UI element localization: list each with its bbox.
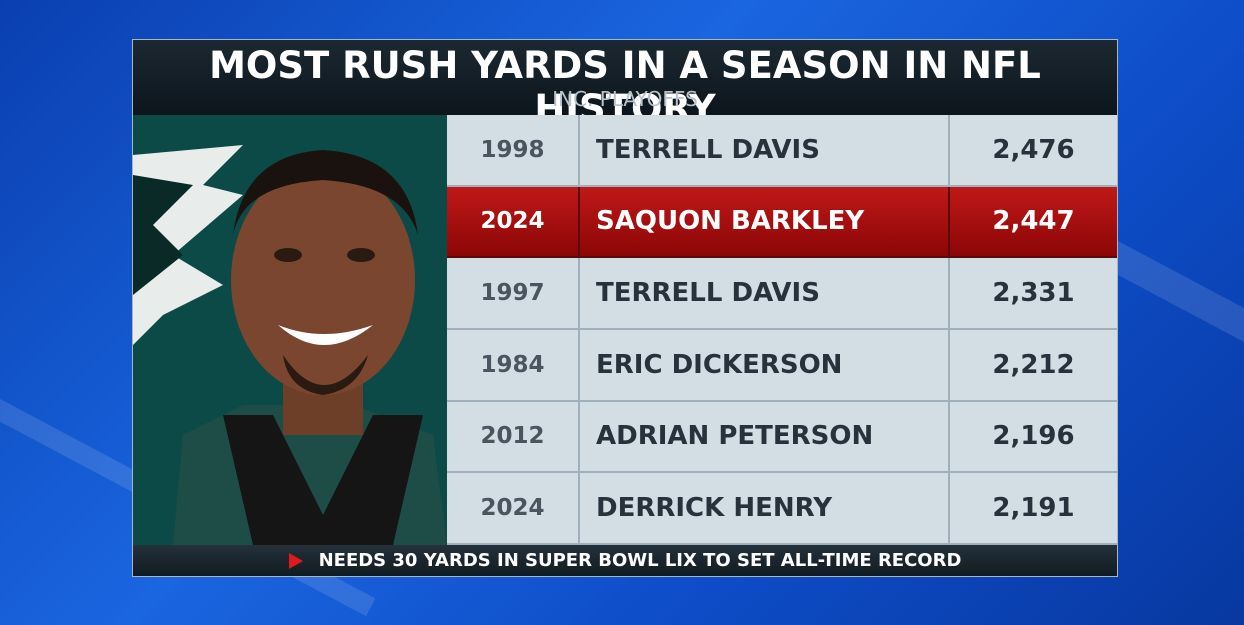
- yards-cell: 2,447: [950, 187, 1117, 259]
- title: MOST RUSH YARDS IN A SEASON IN NFL HISTO…: [209, 44, 1041, 130]
- player-cell: SAQUON BARKLEY: [580, 186, 950, 259]
- yards-cell: 2,196: [950, 402, 1117, 474]
- player-cell: TERRELL DAVIS: [580, 258, 950, 330]
- table-row: 1984 ERIC DICKERSON 2,212: [447, 330, 1117, 402]
- table-row: 1998 TERRELL DAVIS 2,476: [447, 115, 1117, 187]
- player-cell: ERIC DICKERSON: [580, 330, 950, 402]
- graphic-panel: MOST RUSH YARDS IN A SEASON IN NFL HISTO…: [132, 39, 1118, 577]
- red-triangle: [288, 552, 303, 569]
- yards-cell: 2,212: [950, 330, 1117, 402]
- year-cell: 1997: [447, 258, 580, 330]
- year-cell: 2024: [447, 473, 580, 545]
- table-row: 1997 TERRELL DAVIS 2,331: [447, 258, 1117, 330]
- footer-text: NEEDS 30 YARDS IN SUPER BOWL LIX TO SET …: [318, 550, 962, 571]
- subtitle: INC. PLAYOFFS: [552, 87, 698, 111]
- year-cell: 1984: [447, 330, 580, 402]
- table: 1998 TERRELL DAVIS 2,476 2024 SAQUON BARKLEY…: [447, 115, 1117, 545]
- header: MOST RUSH YARDS IN A SEASON IN NFL HISTO…: [133, 40, 1117, 130]
- year-cell: 2024: [447, 186, 580, 259]
- yards-cell: 2,331: [950, 258, 1117, 330]
- year-cell: 2012: [447, 401, 580, 474]
- footer: NEEDS 30 YARDS IN SUPER BOWL LIX TO SET …: [133, 545, 1117, 576]
- player-cell: TERRELL DAVIS: [580, 115, 950, 187]
- table-row: 2012 ADRIAN PETERSON 2,196: [447, 401, 1117, 474]
- yards-cell: 2,191: [950, 473, 1117, 545]
- player-photo: [133, 115, 447, 545]
- yards-cell: 2,476: [950, 115, 1117, 187]
- player-cell: ADRIAN PETERSON: [580, 401, 950, 474]
- table-row: 2024 SAQUON BARKLEY 2,447: [447, 186, 1117, 259]
- table-row: 2024 DERRICK HENRY 2,191: [447, 473, 1117, 545]
- player-cell: DERRICK HENRY: [580, 473, 950, 545]
- year-cell: 1998: [447, 115, 580, 187]
